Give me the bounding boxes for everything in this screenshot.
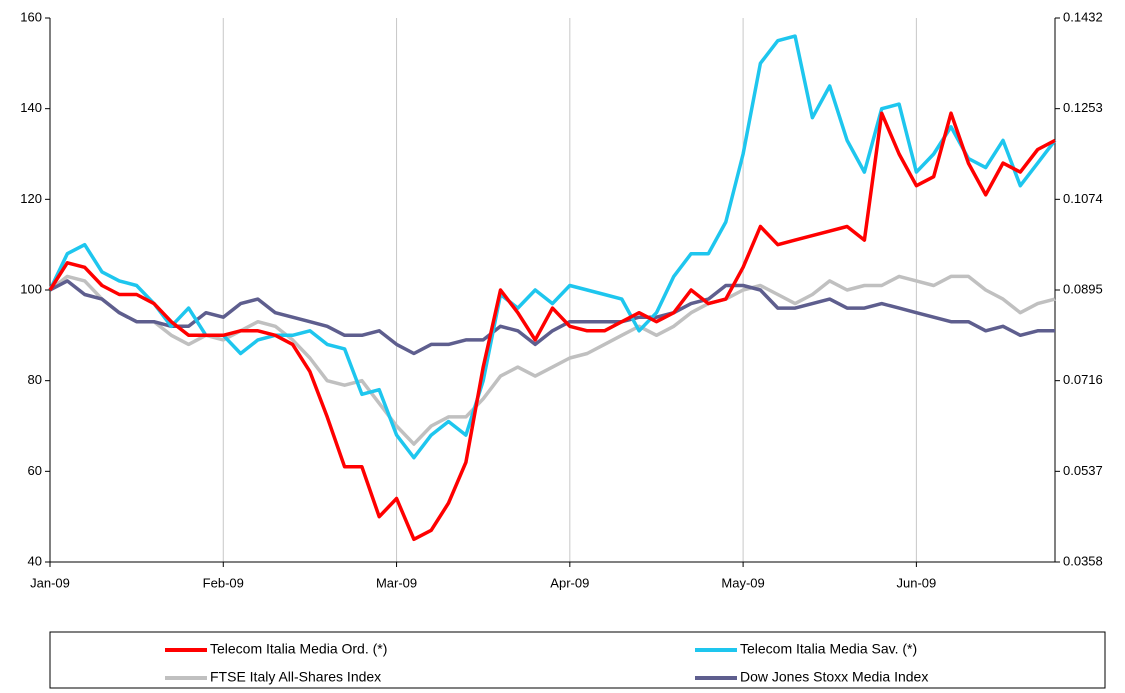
x-tick-label: May-09 bbox=[721, 575, 764, 590]
series-line bbox=[48, 111, 1056, 542]
y-tick-label: 100 bbox=[20, 281, 42, 296]
legend-label: FTSE Italy All-Shares Index bbox=[210, 669, 381, 685]
y2-tick-label: 0.0716 bbox=[1063, 372, 1103, 387]
x-tick-label: Jan-09 bbox=[30, 575, 70, 590]
x-tick-label: Mar-09 bbox=[376, 575, 417, 590]
y2-tick-label: 0.0358 bbox=[1063, 553, 1103, 568]
series-line bbox=[49, 279, 1055, 356]
x-tick-label: Jun-09 bbox=[897, 575, 937, 590]
y2-tick-label: 0.1074 bbox=[1063, 191, 1103, 206]
series-line bbox=[48, 274, 1056, 446]
y2-tick-label: 0.0537 bbox=[1063, 463, 1103, 478]
y-tick-label: 60 bbox=[28, 463, 42, 478]
y-tick-label: 80 bbox=[28, 372, 42, 387]
legend-label: Dow Jones Stoxx Media Index bbox=[740, 669, 928, 685]
y-tick-label: 40 bbox=[28, 553, 42, 568]
legend-label: Telecom Italia Media Sav. (*) bbox=[740, 641, 917, 657]
y-tick-label: 120 bbox=[20, 191, 42, 206]
legend-label: Telecom Italia Media Ord. (*) bbox=[210, 641, 387, 657]
y-tick-label: 160 bbox=[20, 9, 42, 24]
x-tick-label: Feb-09 bbox=[203, 575, 244, 590]
y-tick-label: 140 bbox=[20, 100, 42, 115]
legend-box bbox=[49, 631, 1106, 689]
y2-tick-label: 0.0895 bbox=[1063, 281, 1103, 296]
y2-tick-label: 0.1432 bbox=[1063, 9, 1103, 24]
y2-tick-label: 0.1253 bbox=[1063, 100, 1103, 115]
series-line bbox=[48, 34, 1057, 460]
x-tick-label: Apr-09 bbox=[550, 575, 589, 590]
